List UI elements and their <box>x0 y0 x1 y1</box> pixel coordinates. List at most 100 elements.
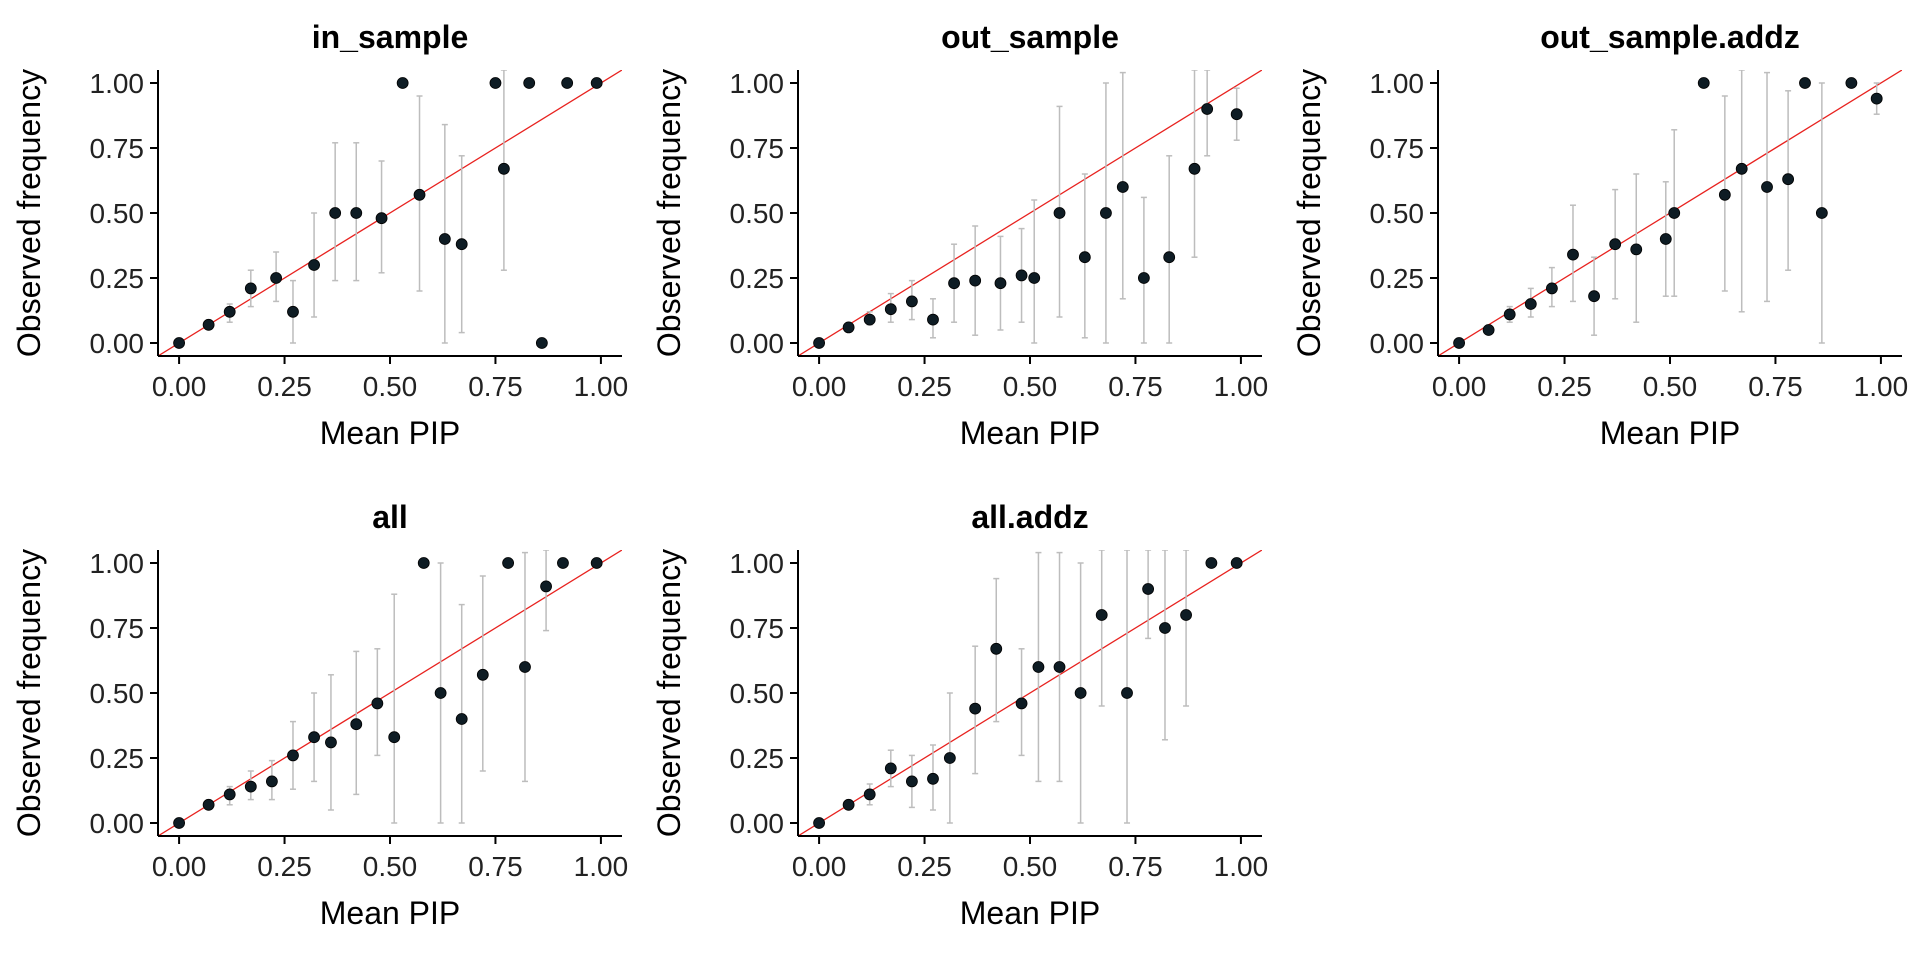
data-point <box>842 798 855 811</box>
data-point <box>557 557 569 569</box>
y-tick-label: 0.00 <box>1370 328 1425 359</box>
panel-out-sample: out_sample 0.00 0.25 0.50 0.75 1.00 0.00 0.25 0.… <box>651 19 1268 451</box>
data-point <box>1718 188 1731 201</box>
data-point <box>413 188 426 201</box>
data-point <box>905 295 918 308</box>
y-tick-label: 0.75 <box>1370 133 1425 164</box>
y-tick-label: 0.25 <box>90 263 145 294</box>
y-tick-label: 0.50 <box>1370 198 1425 229</box>
data-point <box>202 798 215 811</box>
reference-line <box>798 550 1262 836</box>
x-tick-label: 0.00 <box>792 851 847 882</box>
data-point <box>308 731 320 744</box>
y-tick-label: 0.00 <box>730 808 785 839</box>
data-point <box>1201 103 1214 115</box>
data-point <box>863 313 876 326</box>
data-point <box>1503 308 1516 321</box>
x-axis-title: Mean PIP <box>1600 415 1741 451</box>
x-tick-label: 0.00 <box>152 851 207 882</box>
data-point <box>990 642 1003 655</box>
data-point <box>969 702 982 715</box>
y-tick-label: 1.00 <box>90 68 145 99</box>
data-point <box>1545 282 1558 295</box>
x-axis-title: Mean PIP <box>960 895 1101 931</box>
data-point <box>371 697 384 710</box>
data-point <box>223 305 236 318</box>
y-tick-label: 0.25 <box>90 743 145 774</box>
x-tick-label: 1.00 <box>1214 851 1269 882</box>
data-point <box>270 272 283 284</box>
data-point <box>308 259 320 271</box>
data-point <box>1142 583 1155 595</box>
panel-title: all.addz <box>971 499 1088 535</box>
data-point <box>1188 162 1201 175</box>
panel-title: all <box>372 499 408 535</box>
x-tick-label: 0.00 <box>1432 371 1487 402</box>
y-axis-title: Observed frequency <box>651 69 687 357</box>
x-tick-label: 0.25 <box>257 371 312 402</box>
data-point <box>1095 609 1108 621</box>
data-point <box>375 212 388 225</box>
data-point <box>244 282 257 295</box>
y-axis-title: Observed frequency <box>11 69 47 357</box>
data-point <box>455 238 468 251</box>
x-tick-label: 0.75 <box>468 851 523 882</box>
data-point <box>1668 207 1681 219</box>
panel-title: out_sample.addz <box>1540 19 1800 55</box>
y-tick-label: 1.00 <box>90 548 145 579</box>
data-point <box>476 668 489 681</box>
data-point <box>994 277 1007 290</box>
data-point <box>1163 251 1176 264</box>
y-tick-label: 0.25 <box>730 743 785 774</box>
x-tick-label: 0.25 <box>897 851 952 882</box>
data-point <box>1074 687 1087 699</box>
y-tick-label: 0.50 <box>90 198 145 229</box>
y-tick-label: 0.75 <box>90 133 145 164</box>
data-point <box>535 337 548 349</box>
data-point <box>417 557 430 569</box>
data-point <box>842 321 855 334</box>
x-tick-label: 1.00 <box>574 371 629 402</box>
data-point <box>497 162 510 175</box>
data-point <box>1782 173 1795 186</box>
data-point <box>1609 238 1622 251</box>
data-point <box>1761 181 1773 193</box>
data-point <box>948 277 960 290</box>
data-point <box>329 207 342 219</box>
data-point <box>1180 609 1192 621</box>
data-point <box>1230 108 1243 121</box>
reference-line <box>798 70 1262 356</box>
data-point <box>1015 269 1028 282</box>
data-point <box>884 762 897 775</box>
x-tick-label: 0.50 <box>1643 371 1698 402</box>
data-point <box>863 788 876 801</box>
y-tick-label: 0.75 <box>90 613 145 644</box>
data-point <box>813 337 825 349</box>
x-tick-label: 0.00 <box>152 371 207 402</box>
data-point <box>1659 233 1672 245</box>
panel-all-addz: all.addz 0.00 0.25 0.50 0.75 1.00 0.00 0.25 0.50… <box>651 499 1268 931</box>
panel-all: all 0.00 0.25 0.50 0.75 1.00 0.00 0.25 0.50 0.75 1… <box>11 499 628 931</box>
y-axis-title: Observed frequency <box>1291 69 1327 357</box>
y-tick-label: 0.00 <box>90 808 145 839</box>
panel-title: in_sample <box>312 19 469 55</box>
y-tick-label: 1.00 <box>1370 68 1425 99</box>
y-tick-label: 0.50 <box>730 678 785 709</box>
data-point <box>519 661 531 673</box>
x-axis-title: Mean PIP <box>320 895 461 931</box>
y-tick-label: 0.25 <box>1370 263 1425 294</box>
y-tick-label: 0.75 <box>730 613 785 644</box>
x-tick-label: 0.75 <box>1748 371 1803 402</box>
data-point <box>1870 92 1883 105</box>
data-point <box>438 233 451 245</box>
data-point <box>287 749 299 762</box>
y-tick-label: 0.00 <box>730 328 785 359</box>
data-point <box>1697 77 1710 89</box>
x-tick-label: 0.50 <box>363 371 418 402</box>
x-tick-label: 1.00 <box>1214 371 1269 402</box>
x-tick-label: 0.50 <box>1003 851 1058 882</box>
data-point <box>244 780 257 793</box>
x-axis-title: Mean PIP <box>960 415 1101 451</box>
plot-area <box>798 70 1262 356</box>
data-point <box>1230 557 1243 569</box>
